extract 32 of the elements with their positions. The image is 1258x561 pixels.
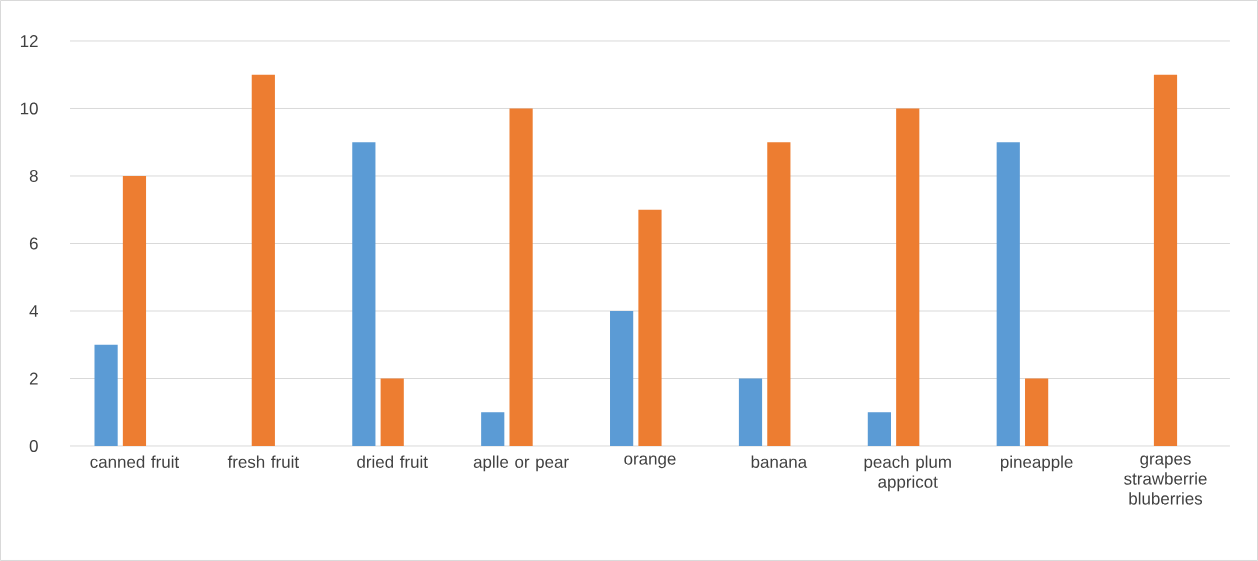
y-tick-label: 12 — [20, 35, 38, 47]
bar — [481, 412, 505, 446]
bar — [638, 209, 662, 446]
bar — [509, 108, 533, 446]
x-tick-label: fresh fruit — [227, 455, 299, 468]
x-tick-label: peach plum appricot — [864, 455, 951, 492]
y-tick-label: 2 — [29, 372, 38, 385]
bar — [380, 378, 404, 446]
bar — [1153, 74, 1178, 446]
x-tick-label: orange — [624, 455, 676, 469]
bar — [610, 310, 634, 446]
bar — [1025, 378, 1049, 446]
y-tick-label: 6 — [29, 237, 38, 250]
x-tick-label: aplle or pear — [473, 455, 569, 472]
x-tick-label: banana — [751, 455, 808, 468]
y-tick-label: 0 — [29, 439, 38, 452]
bar — [767, 142, 791, 446]
bar — [251, 74, 275, 446]
x-tick-label: canned fruit — [90, 455, 180, 468]
y-tick-label: 8 — [29, 169, 38, 182]
bar — [122, 175, 147, 446]
bar — [352, 142, 376, 446]
y-tick-label: 4 — [29, 305, 38, 317]
y-tick-label: 10 — [20, 102, 38, 115]
x-tick-label: pineapple — [1000, 455, 1073, 472]
bar — [896, 108, 920, 446]
bar — [867, 412, 891, 446]
bar — [996, 142, 1020, 446]
x-tick-label: grapes strawberrie bluberries — [1124, 455, 1207, 505]
x-tick-label: dried fruit — [357, 455, 428, 468]
bar — [94, 344, 118, 446]
bar — [738, 378, 763, 446]
